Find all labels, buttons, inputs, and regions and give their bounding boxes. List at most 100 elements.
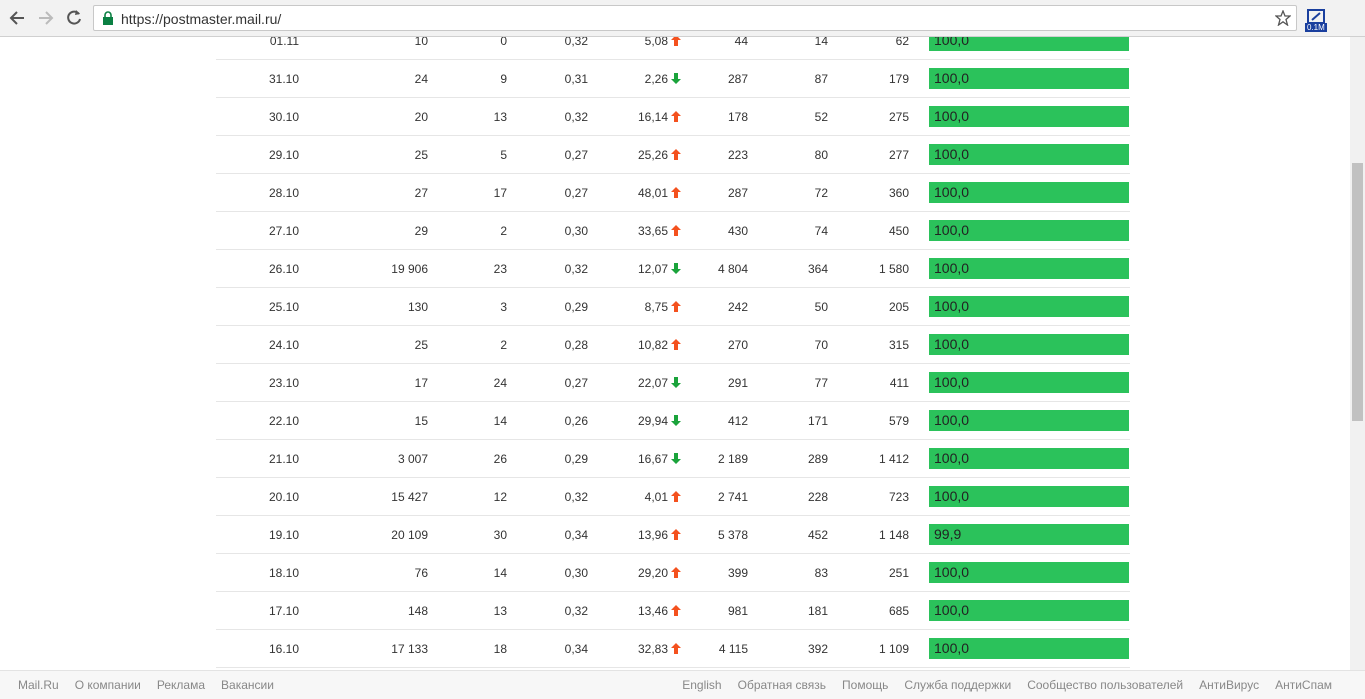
table-cell: 0,32 [564, 262, 588, 276]
table-cell: 0,27 [564, 148, 588, 162]
nav-buttons[interactable] [0, 0, 90, 37]
footer-link[interactable]: English [682, 678, 722, 692]
address-bar[interactable]: https://postmaster.mail.ru/ [93, 5, 1297, 31]
table-cell: 17 [493, 186, 507, 200]
trend-arrow [671, 415, 681, 426]
table-cell: 270 [727, 338, 748, 352]
table-cell: 28.10 [268, 186, 299, 200]
table-cell: 287 [727, 72, 748, 86]
footer-link[interactable]: Помощь [842, 678, 889, 692]
table-cell: 13 [493, 604, 507, 618]
star-icon[interactable] [1275, 10, 1291, 26]
table-cell: 13 [493, 110, 507, 124]
table-cell: 430 [727, 224, 748, 238]
table-cell: 14 [493, 566, 507, 580]
footer-link[interactable]: Сообщество пользователей [1027, 678, 1184, 692]
footer-link[interactable]: Реклама [156, 678, 206, 692]
score-bar: 100,0 [929, 486, 1129, 507]
table-cell: 0,28 [564, 338, 588, 352]
table-cell: 171 [807, 414, 828, 428]
table-cell: 14 [493, 414, 507, 428]
score-value: 100,0 [934, 222, 970, 238]
table-cell: 0,30 [564, 566, 588, 580]
table-cell: 83 [814, 566, 828, 580]
table-cell: 15 [414, 414, 428, 428]
footer-link[interactable]: АнтиВирус [1199, 678, 1260, 692]
trend-arrow [671, 301, 681, 312]
table-cell: 5,08 [644, 37, 668, 48]
table-cell: 275 [888, 110, 909, 124]
table-cell: 52 [814, 110, 828, 124]
footer-link[interactable]: О компании [74, 678, 141, 692]
url: https://postmaster.mail.ru/ [121, 11, 282, 27]
table-cell: 399 [727, 566, 748, 580]
score-value: 100,0 [934, 184, 970, 200]
table-row: 27.10 29 2 0,30 33,65 430 74 450 100,0 [216, 212, 1130, 250]
table-cell: 148 [407, 604, 428, 618]
footer-link[interactable]: Вакансии [221, 678, 274, 692]
footer-link[interactable]: Обратная связь [737, 678, 827, 692]
table-cell: 25 [414, 148, 428, 162]
table-cell: 0,34 [564, 642, 588, 656]
score-value: 100,0 [934, 70, 970, 86]
browser-toolbar: https://postmaster.mail.ru/ 0.1M [0, 0, 1365, 37]
table-cell: 0,27 [564, 376, 588, 390]
table-cell: 18 [493, 642, 507, 656]
table-cell: 29 [414, 224, 428, 238]
table-cell: 392 [807, 642, 828, 656]
table-cell: 12,07 [637, 262, 668, 276]
table-cell: 31.10 [268, 72, 299, 86]
score-bar: 100,0 [929, 68, 1129, 89]
trend-arrow [671, 491, 681, 502]
score-bar: 100,0 [929, 448, 1129, 469]
trend-arrow [671, 149, 681, 160]
table-row: 26.10 19 906 23 0,32 12,07 4 804 364 1 580 100,0 [216, 250, 1130, 288]
table-cell: 723 [888, 490, 909, 504]
table-cell: 15 427 [391, 490, 428, 504]
table-cell: 4 804 [717, 262, 748, 276]
trend-arrow [671, 453, 681, 464]
footer-link[interactable]: Служба поддержки [904, 678, 1012, 692]
table-cell: 22.10 [268, 414, 299, 428]
score-bar: 100,0 [929, 220, 1129, 241]
table-cell: 16,14 [637, 110, 668, 124]
table-cell: 10,82 [637, 338, 668, 352]
score-value: 100,0 [934, 564, 970, 580]
table-row: 31.10 24 9 0,31 2,26 287 87 179 100,0 [216, 60, 1130, 98]
trend-arrow [671, 73, 681, 84]
table-cell: 205 [888, 300, 909, 314]
score-value: 100,0 [934, 412, 970, 428]
score-bar: 100,0 [929, 600, 1129, 621]
scroll-thumb[interactable] [1352, 163, 1363, 421]
footer-link[interactable]: Mail.Ru [18, 678, 59, 692]
table-cell: 20 109 [391, 528, 428, 542]
table-cell: 3 007 [397, 452, 428, 466]
footer-link[interactable]: АнтиСпам [1275, 678, 1332, 692]
table-cell: 0,29 [564, 300, 588, 314]
table-cell: 277 [888, 148, 909, 162]
table-cell: 0,34 [564, 528, 588, 542]
score-value: 100,0 [934, 146, 970, 162]
trend-arrow [671, 339, 681, 350]
table-cell: 26.10 [268, 262, 299, 276]
table-cell: 289 [807, 452, 828, 466]
score-value: 100,0 [934, 260, 970, 276]
score-bar: 100,0 [929, 258, 1129, 279]
table-cell: 291 [727, 376, 748, 390]
table-cell: 3 [500, 300, 507, 314]
table-cell: 1 412 [878, 452, 909, 466]
lock-icon [103, 11, 113, 25]
score-value: 100,0 [934, 37, 970, 48]
table-row: 23.10 17 24 0,27 22,07 291 77 411 100,0 [216, 364, 1130, 402]
table-cell: 4 115 [718, 642, 748, 656]
table-row: 21.10 3 007 26 0,29 16,67 2 189 289 1 412 100,0 [216, 440, 1130, 478]
trend-arrow [671, 529, 681, 540]
score-bar: 100,0 [929, 106, 1129, 127]
scrollbar[interactable] [1350, 37, 1365, 670]
score-value: 100,0 [934, 488, 970, 504]
table-cell: 1 109 [878, 642, 909, 656]
score-bar: 100,0 [929, 638, 1129, 659]
table-cell: 25,26 [637, 148, 668, 162]
table-cell: 19 906 [391, 262, 428, 276]
table-cell: 27 [414, 186, 428, 200]
